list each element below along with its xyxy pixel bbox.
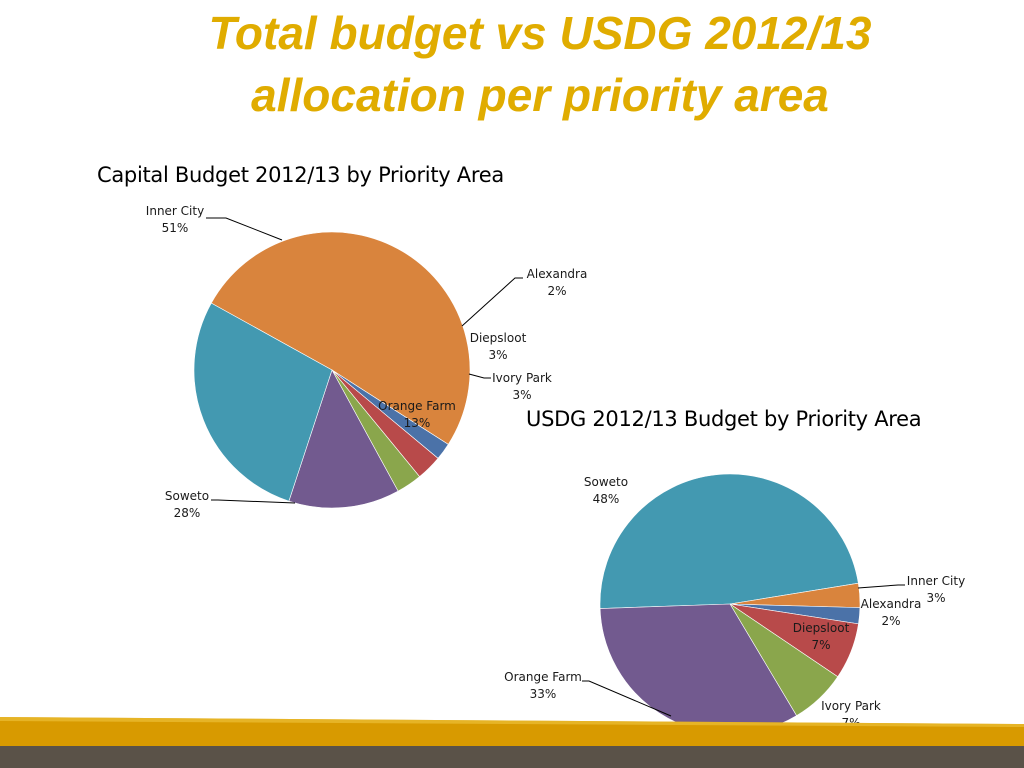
leader-line-soweto xyxy=(211,499,296,504)
data-label-ivory-park: Ivory Park xyxy=(492,371,552,385)
data-label-orange-farm: Orange Farm xyxy=(504,670,582,684)
capital-budget-chart-title: Capital Budget 2012/13 by Priority Area xyxy=(97,163,504,187)
data-label-ivory-park: Ivory Park xyxy=(821,699,881,713)
footer-decoration xyxy=(0,717,1024,768)
data-label-inner-city: Inner City xyxy=(907,574,965,588)
data-value-soweto: 28% xyxy=(174,506,201,520)
pie-slice-inner-city xyxy=(210,231,471,445)
footer-gold-highlight xyxy=(0,717,1024,727)
pie-slice-soweto xyxy=(599,473,859,609)
leader-line-ivory-park xyxy=(468,373,491,379)
slide-title-line-2: allocation per priority area xyxy=(251,69,829,121)
pie-slice-soweto xyxy=(193,302,333,502)
slide-title-line-1: Total budget vs USDG 2012/13 xyxy=(208,7,872,59)
data-label-inner-city: Inner City xyxy=(146,204,204,218)
data-label-alexandra: Alexandra xyxy=(527,267,588,281)
data-value-alexandra: 2% xyxy=(547,284,566,298)
usdg-budget-chart-title: USDG 2012/13 Budget by Priority Area xyxy=(526,407,922,431)
data-label-soweto: Soweto xyxy=(165,489,209,503)
data-value-diepsloot: 3% xyxy=(488,348,507,362)
data-value-ivory-park: 3% xyxy=(512,388,531,402)
leader-line-orange-farm xyxy=(582,680,672,717)
data-label-alexandra: Alexandra xyxy=(861,597,922,611)
data-value-soweto: 48% xyxy=(593,492,620,506)
data-value-orange-farm: 33% xyxy=(530,687,557,701)
data-label-orange-farm: Orange Farm xyxy=(378,399,456,413)
data-value-inner-city: 51% xyxy=(162,221,189,235)
data-value-diepsloot: 7% xyxy=(811,638,830,652)
data-value-orange-farm: 13% xyxy=(404,416,431,430)
data-label-diepsloot: Diepsloot xyxy=(793,621,850,635)
data-label-soweto: Soweto xyxy=(584,475,628,489)
data-value-inner-city: 3% xyxy=(926,591,945,605)
data-label-diepsloot: Diepsloot xyxy=(470,331,527,345)
leader-line-alexandra xyxy=(461,277,523,327)
leader-line-inner-city xyxy=(206,217,283,241)
leader-line-inner-city xyxy=(857,584,905,589)
data-value-alexandra: 2% xyxy=(881,614,900,628)
footer-gray-band xyxy=(0,746,1024,768)
